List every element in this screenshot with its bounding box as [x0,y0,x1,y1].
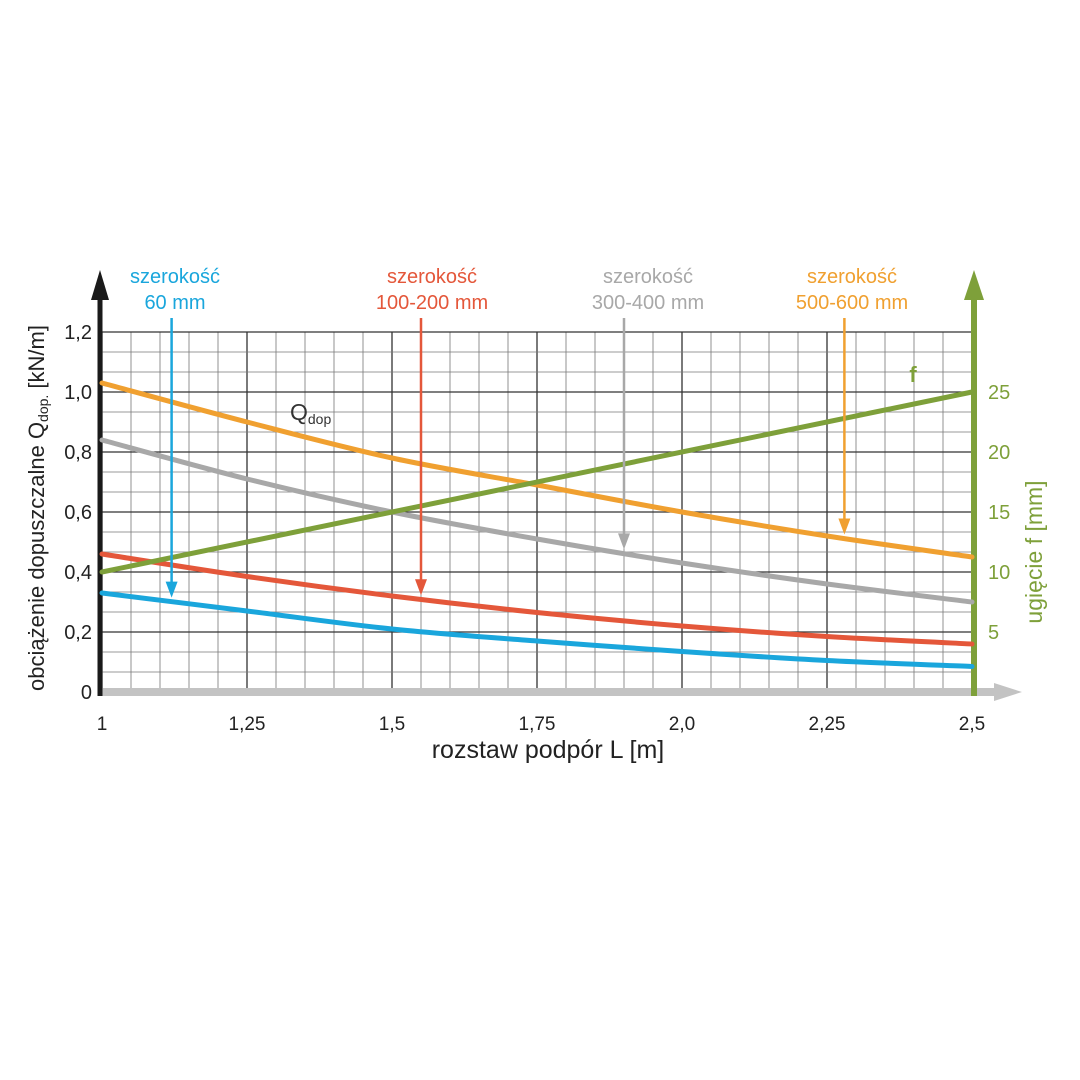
y-right-tick-label: 20 [988,442,1010,464]
x-tick-label: 1,75 [519,714,556,735]
y-left-tick-label: 0,2 [64,622,92,644]
x-tick-label: 2,0 [669,714,695,735]
series-arrow-head [165,581,178,598]
y-right-tick-label: 5 [988,622,999,644]
y-left-tick-label: 0,4 [64,562,92,584]
series-lines [99,380,975,669]
right-axis-arrow [964,270,984,300]
q-dop-main: Q [290,399,308,425]
series-label-line2: 500-600 mm [796,292,908,314]
y-right-axis-title: ugięcie f [mm] [1021,480,1047,623]
x-axis-title: rozstaw podpór L [m] [432,736,665,764]
x-tick-label: 2,25 [809,714,846,735]
y-left-tick-label: 0,8 [64,442,92,464]
x-axis-arrow [994,683,1022,701]
x-tick-label: 1 [97,714,108,735]
q-dop-sub: dop [308,411,332,427]
y-left-tick-label: 0,6 [64,502,92,524]
series-arrow-head [618,533,630,550]
y-left-axis-title: obciążenie dopuszczalne Qdop. [kN/m] [24,325,51,691]
series-label-line2: 300-400 mm [592,292,704,314]
series-label-line1: szerokość [603,266,693,288]
y-left-title-main: obciążenie dopuszczalne Q [24,422,49,691]
series-arrows [165,318,851,598]
series-label-line1: szerokość [130,266,220,288]
y-left-title-sub: dop. [35,395,51,422]
f-series-label: f [909,362,917,387]
series-label-line2: 100-200 mm [376,292,488,314]
series-arrow-head [415,579,427,596]
y-right-tick-label: 10 [988,562,1010,584]
series-label-line1: szerokość [387,266,477,288]
series-line [99,389,975,575]
y-left-tick-label: 0 [81,682,92,704]
y-right-tick-label: 25 [988,382,1010,404]
axes [91,270,1022,701]
series-label-line2: 60 mm [144,292,205,314]
x-tick-label: 2,5 [959,714,985,735]
x-tick-label: 1,5 [379,714,405,735]
q-dop-label: Qdop [290,399,331,427]
series-label-line1: szerokość [807,266,897,288]
y-right-tick-label: 15 [988,502,1010,524]
y-left-tick-label: 1,0 [64,382,92,404]
y-left-tick-label: 1,2 [64,322,92,344]
series-arrow-head [838,518,851,535]
left-axis-arrow [91,270,109,300]
labels: 1 1,25 1,5 1,75 2,0 2,25 2,500,20,40,60,81,01,… [24,266,1047,764]
x-tick-label: 1,25 [229,714,266,735]
y-left-title-unit: [kN/m] [24,325,49,395]
